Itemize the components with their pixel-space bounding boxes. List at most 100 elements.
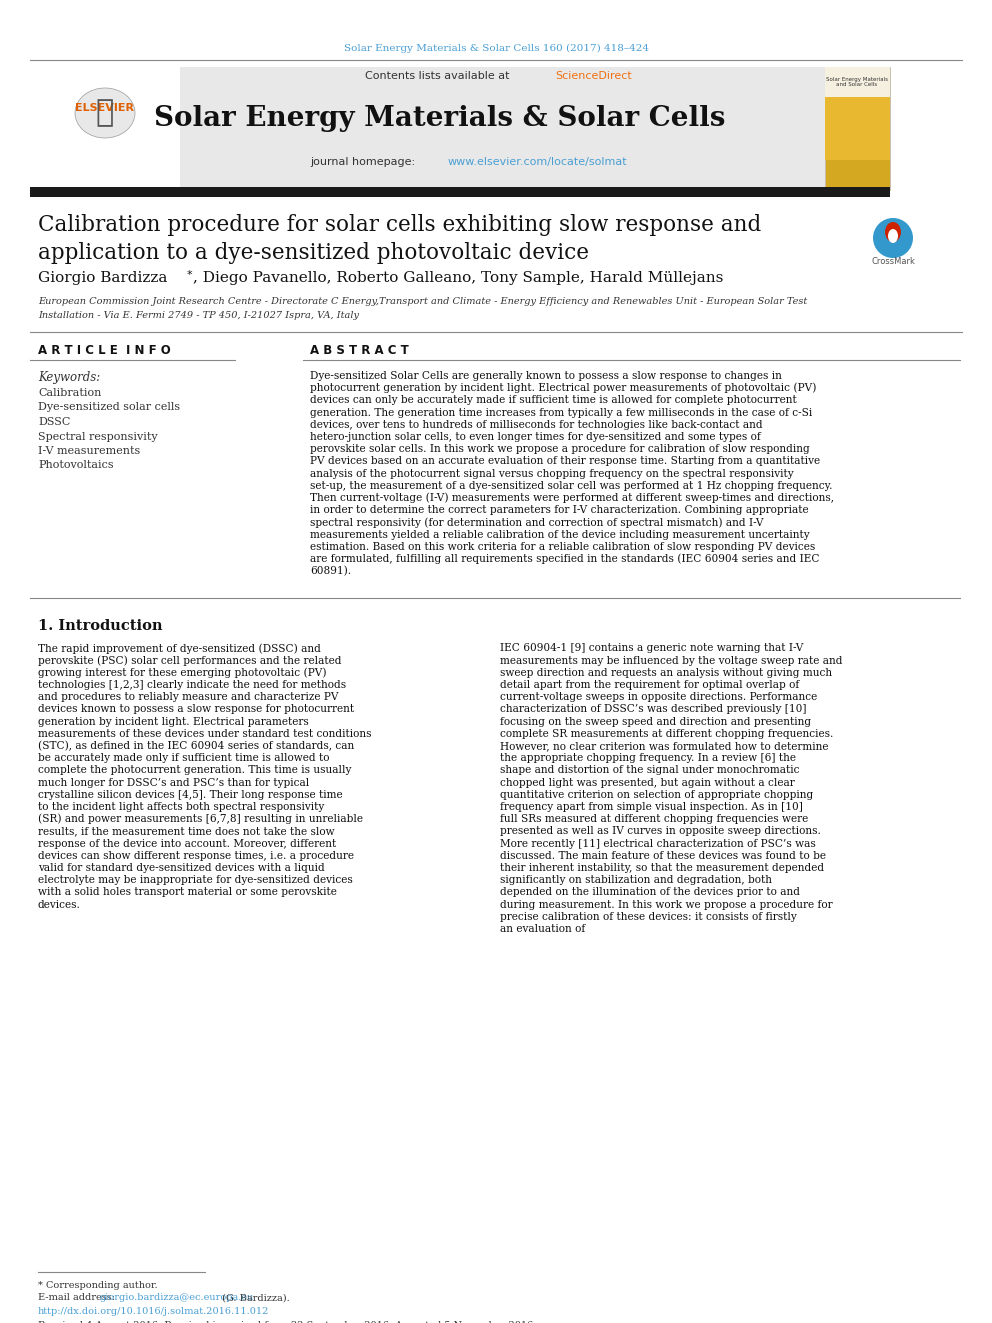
Text: Photovoltaics: Photovoltaics (38, 460, 114, 471)
Text: E-mail address:: E-mail address: (38, 1294, 118, 1303)
Text: (SR) and power measurements [6,7,8] resulting in unreliable: (SR) and power measurements [6,7,8] resu… (38, 814, 363, 824)
Text: response of the device into account. Moreover, different: response of the device into account. Mor… (38, 839, 336, 848)
Text: presented as well as IV curves in opposite sweep directions.: presented as well as IV curves in opposi… (500, 827, 820, 836)
Text: crystalline silicon devices [4,5]. Their long response time: crystalline silicon devices [4,5]. Their… (38, 790, 342, 800)
Text: with a solid holes transport material or some perovskite: with a solid holes transport material or… (38, 888, 337, 897)
Text: CrossMark: CrossMark (871, 258, 915, 266)
Text: full SRs measured at different chopping frequencies were: full SRs measured at different chopping … (500, 814, 808, 824)
Text: The rapid improvement of dye-sensitized (DSSC) and: The rapid improvement of dye-sensitized … (38, 643, 320, 654)
Text: 1. Introduction: 1. Introduction (38, 619, 163, 634)
Text: during measurement. In this work we propose a procedure for: during measurement. In this work we prop… (500, 900, 832, 910)
Text: chopped light was presented, but again without a clear: chopped light was presented, but again w… (500, 778, 795, 787)
Bar (825, 67, 890, 97)
Text: 60891).: 60891). (310, 566, 351, 577)
Text: * Corresponding author.: * Corresponding author. (38, 1281, 158, 1290)
Text: , Diego Pavanello, Roberto Galleano, Tony Sample, Harald Müllejans: , Diego Pavanello, Roberto Galleano, Ton… (193, 271, 723, 284)
Text: technologies [1,2,3] clearly indicate the need for methods: technologies [1,2,3] clearly indicate th… (38, 680, 346, 691)
Text: results, if the measurement time does not take the slow: results, if the measurement time does no… (38, 827, 334, 836)
Text: Solar Energy Materials & Solar Cells 160 (2017) 418–424: Solar Energy Materials & Solar Cells 160… (343, 44, 649, 53)
Text: measurements yielded a reliable calibration of the device including measurement : measurements yielded a reliable calibrat… (310, 529, 809, 540)
Text: quantitative criterion on selection of appropriate chopping: quantitative criterion on selection of a… (500, 790, 813, 800)
Text: much longer for DSSC’s and PSC’s than for typical: much longer for DSSC’s and PSC’s than fo… (38, 778, 310, 787)
Text: precise calibration of these devices: it consists of firstly: precise calibration of these devices: it… (500, 912, 797, 922)
Text: Spectral responsivity: Spectral responsivity (38, 431, 158, 442)
Text: growing interest for these emerging photovoltaic (PV): growing interest for these emerging phot… (38, 668, 326, 679)
Text: frequency apart from simple visual inspection. As in [10]: frequency apart from simple visual inspe… (500, 802, 803, 812)
Text: sweep direction and requests an analysis without giving much: sweep direction and requests an analysis… (500, 668, 832, 677)
Text: www.elsevier.com/locate/solmat: www.elsevier.com/locate/solmat (448, 157, 628, 167)
Text: giorgio.bardizza@ec.europa.eu: giorgio.bardizza@ec.europa.eu (100, 1294, 254, 1303)
Text: Calibration procedure for solar cells exhibiting slow response and: Calibration procedure for solar cells ex… (38, 214, 761, 235)
Text: perovskite solar cells. In this work we propose a procedure for calibration of s: perovskite solar cells. In this work we … (310, 445, 809, 454)
Text: I-V measurements: I-V measurements (38, 446, 140, 456)
Text: measurements of these devices under standard test conditions: measurements of these devices under stan… (38, 729, 371, 738)
Text: to the incident light affects both spectral responsivity: to the incident light affects both spect… (38, 802, 324, 812)
Text: Installation - Via E. Fermi 2749 - TP 450, I-21027 Ispra, VA, Italy: Installation - Via E. Fermi 2749 - TP 45… (38, 311, 359, 320)
Text: Giorgio Bardizza: Giorgio Bardizza (38, 271, 168, 284)
Text: However, no clear criterion was formulated how to determine: However, no clear criterion was formulat… (500, 741, 828, 751)
Text: set-up, the measurement of a dye-sensitized solar cell was performed at 1 Hz cho: set-up, the measurement of a dye-sensiti… (310, 480, 832, 491)
Bar (825, 67, 890, 160)
Bar (30, 67, 890, 191)
Text: depended on the illumination of the devices prior to and: depended on the illumination of the devi… (500, 888, 800, 897)
Text: valid for standard dye-sensitized devices with a liquid: valid for standard dye-sensitized device… (38, 863, 324, 873)
Text: Keywords:: Keywords: (38, 372, 100, 385)
Text: IEC 60904-1 [9] contains a generic note warning that I-V: IEC 60904-1 [9] contains a generic note … (500, 643, 804, 654)
Text: devices.: devices. (38, 900, 81, 910)
Text: devices can show different response times, i.e. a procedure: devices can show different response time… (38, 851, 354, 861)
Text: Contents lists available at: Contents lists available at (365, 71, 513, 81)
Text: A B S T R A C T: A B S T R A C T (310, 344, 409, 356)
Ellipse shape (885, 222, 901, 242)
Text: application to a dye-sensitized photovoltaic device: application to a dye-sensitized photovol… (38, 242, 589, 265)
Text: detail apart from the requirement for optimal overlap of: detail apart from the requirement for op… (500, 680, 800, 691)
Text: journal homepage:: journal homepage: (310, 157, 419, 167)
Text: be accurately made only if sufficient time is allowed to: be accurately made only if sufficient ti… (38, 753, 329, 763)
Text: estimation. Based on this work criteria for a reliable calibration of slow respo: estimation. Based on this work criteria … (310, 542, 815, 552)
Text: European Commission Joint Research Centre - Directorate C Energy,Transport and C: European Commission Joint Research Centr… (38, 298, 807, 307)
Text: spectral responsivity (for determination and correction of spectral mismatch) an: spectral responsivity (for determination… (310, 517, 764, 528)
Bar (30, 67, 180, 191)
Text: electrolyte may be inappropriate for dye-sensitized devices: electrolyte may be inappropriate for dye… (38, 876, 353, 885)
Ellipse shape (75, 89, 135, 138)
Text: A R T I C L E  I N F O: A R T I C L E I N F O (38, 344, 171, 356)
Text: the appropriate chopping frequency. In a review [6] the: the appropriate chopping frequency. In a… (500, 753, 796, 763)
Text: their inherent instability, so that the measurement depended: their inherent instability, so that the … (500, 863, 824, 873)
Text: in order to determine the correct parameters for I-V characterization. Combining: in order to determine the correct parame… (310, 505, 808, 515)
Text: devices can only be accurately made if sufficient time is allowed for complete p: devices can only be accurately made if s… (310, 396, 797, 405)
Text: Solar Energy Materials
and Solar Cells: Solar Energy Materials and Solar Cells (826, 77, 888, 87)
Text: perovskite (PSC) solar cell performances and the related: perovskite (PSC) solar cell performances… (38, 655, 341, 665)
Text: photocurrent generation by incident light. Electrical power measurements of phot: photocurrent generation by incident ligh… (310, 382, 816, 393)
Text: devices, over tens to hundreds of milliseconds for technologies like back-contac: devices, over tens to hundreds of millis… (310, 419, 763, 430)
Text: shape and distortion of the signal under monochromatic: shape and distortion of the signal under… (500, 766, 800, 775)
Text: DSSC: DSSC (38, 417, 70, 427)
Text: ELSEVIER: ELSEVIER (75, 103, 135, 112)
Text: generation. The generation time increases from typically a few milliseconds in t: generation. The generation time increase… (310, 407, 812, 418)
Text: analysis of the photocurrent signal versus chopping frequency on the spectral re: analysis of the photocurrent signal vers… (310, 468, 794, 479)
Text: complete SR measurements at different chopping frequencies.: complete SR measurements at different ch… (500, 729, 833, 738)
Text: significantly on stabilization and degradation, both: significantly on stabilization and degra… (500, 876, 772, 885)
Text: http://dx.doi.org/10.1016/j.solmat.2016.11.012: http://dx.doi.org/10.1016/j.solmat.2016.… (38, 1307, 270, 1316)
Text: (G. Bardizza).: (G. Bardizza). (219, 1294, 290, 1303)
Text: generation by incident light. Electrical parameters: generation by incident light. Electrical… (38, 717, 309, 726)
Bar (825, 67, 890, 191)
Text: and procedures to reliably measure and characterize PV: and procedures to reliably measure and c… (38, 692, 338, 703)
Text: PV devices based on an accurate evaluation of their response time. Starting from: PV devices based on an accurate evaluati… (310, 456, 820, 467)
Text: 🌲: 🌲 (96, 98, 114, 127)
Text: are formulated, fulfilling all requirements specified in the standards (IEC 6090: are formulated, fulfilling all requireme… (310, 554, 819, 565)
Text: Dye-sensitized Solar Cells are generally known to possess a slow response to cha: Dye-sensitized Solar Cells are generally… (310, 370, 782, 381)
Text: current-voltage sweeps in opposite directions. Performance: current-voltage sweeps in opposite direc… (500, 692, 817, 703)
Text: Then current-voltage (I-V) measurements were performed at different sweep-times : Then current-voltage (I-V) measurements … (310, 492, 834, 503)
Text: Dye-sensitized solar cells: Dye-sensitized solar cells (38, 402, 181, 413)
Text: *: * (187, 270, 192, 280)
Text: More recently [11] electrical characterization of PSC’s was: More recently [11] electrical characteri… (500, 839, 815, 848)
Ellipse shape (888, 229, 898, 243)
Text: measurements may be influenced by the voltage sweep rate and: measurements may be influenced by the vo… (500, 656, 842, 665)
Text: discussed. The main feature of these devices was found to be: discussed. The main feature of these dev… (500, 851, 826, 861)
Text: complete the photocurrent generation. This time is usually: complete the photocurrent generation. Th… (38, 766, 351, 775)
Text: Received 4 August 2016; Received in revised form 22 September 2016; Accepted 5 N: Received 4 August 2016; Received in revi… (38, 1320, 534, 1323)
Text: devices known to possess a slow response for photocurrent: devices known to possess a slow response… (38, 704, 354, 714)
Text: Solar Energy Materials & Solar Cells: Solar Energy Materials & Solar Cells (155, 105, 726, 131)
Text: Calibration: Calibration (38, 388, 101, 398)
Circle shape (873, 218, 913, 258)
Text: an evaluation of: an evaluation of (500, 923, 585, 934)
